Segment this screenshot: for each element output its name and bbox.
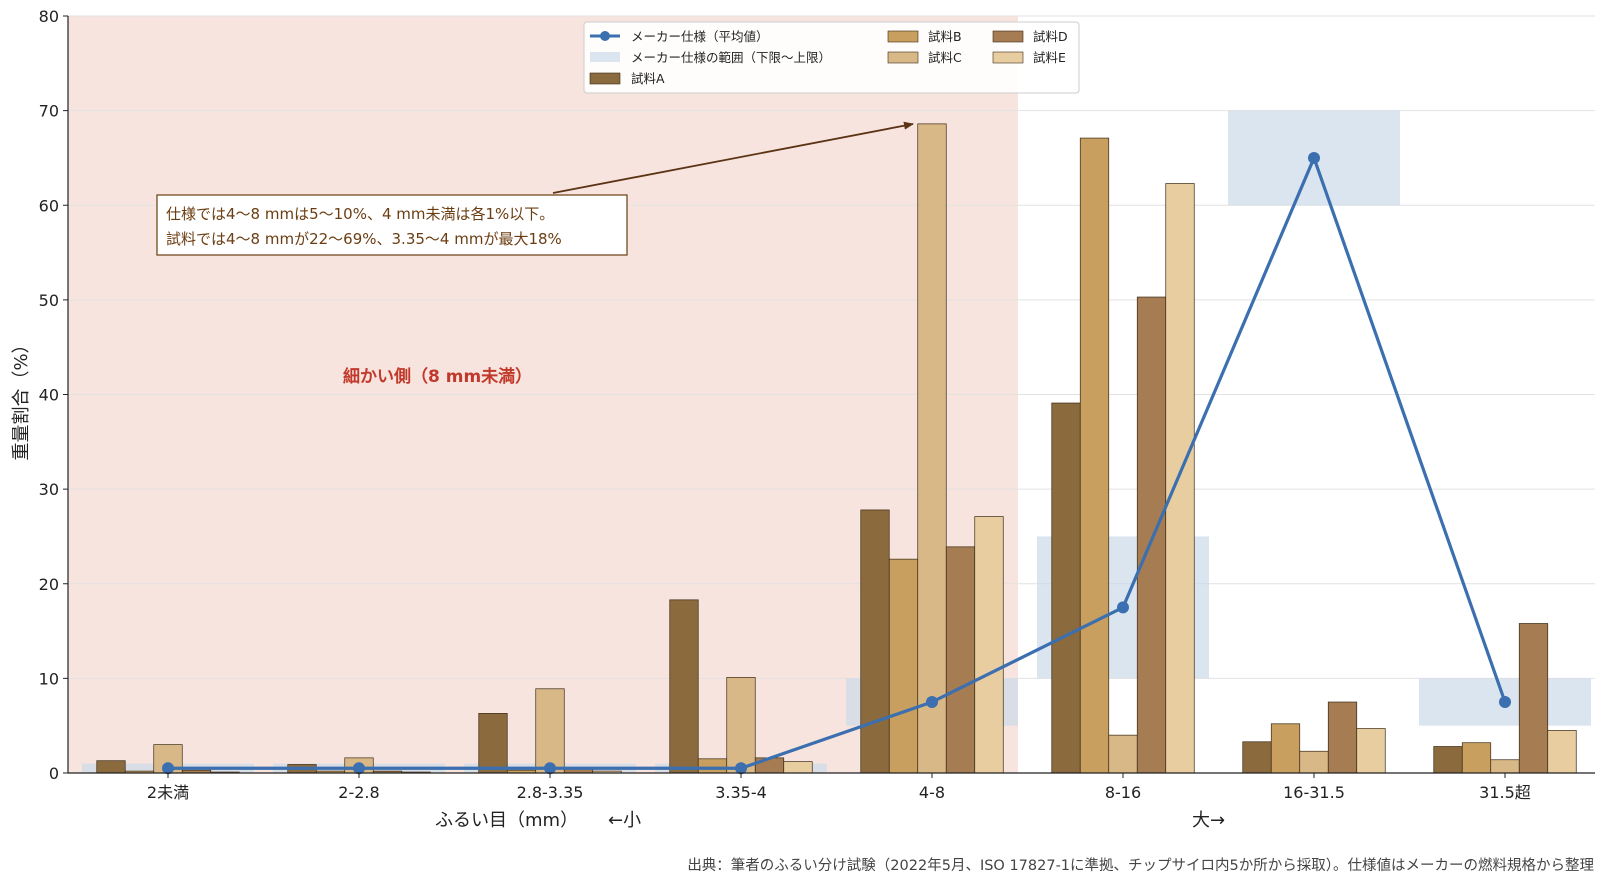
x-tick-labels: 2未満 2-2.8 2.8-3.35 3.35-4 4-8 8-16 16-31.5 31.5… bbox=[147, 773, 1531, 802]
bar-sample-c bbox=[535, 688, 565, 774]
x-tick-label: 16-31.5 bbox=[1283, 783, 1345, 802]
y-tick-label: 80 bbox=[39, 7, 59, 26]
bar-sample-a bbox=[860, 509, 890, 774]
legend-swatch-sample-d bbox=[992, 30, 1024, 43]
x-tick-label: 8-16 bbox=[1105, 783, 1141, 802]
spec-mean-polyline bbox=[168, 153, 1507, 770]
legend-label-sample-a: 試料A bbox=[631, 71, 665, 86]
y-tick-label: 30 bbox=[39, 480, 59, 499]
bar-sample-e bbox=[783, 761, 813, 774]
x-tick-label: 2-2.8 bbox=[338, 783, 379, 802]
y-axis-title: 重量割合（%） bbox=[11, 335, 32, 460]
legend-label-sample-b: 試料B bbox=[928, 29, 962, 44]
bar-sample-c bbox=[917, 123, 947, 774]
legend-label-sample-e: 試料E bbox=[1033, 50, 1066, 65]
y-tick-label: 60 bbox=[39, 196, 59, 215]
y-tick-label: 40 bbox=[39, 386, 59, 405]
legend-label-spec-mean: メーカー仕様（平均値） bbox=[631, 29, 769, 44]
x-tick-label: 3.35-4 bbox=[715, 783, 767, 802]
x-tick-label: 2.8-3.35 bbox=[517, 783, 584, 802]
legend-box bbox=[583, 21, 1080, 94]
bar-sample-d bbox=[1518, 623, 1549, 774]
bar-sample-d bbox=[1327, 701, 1358, 774]
y-tick-label: 0 bbox=[49, 764, 59, 783]
x-axis-title: ふるい目（mm） bbox=[435, 810, 578, 831]
spec-mean-point bbox=[1117, 601, 1129, 614]
spec-mean-point bbox=[735, 762, 747, 775]
bar-sample-a bbox=[96, 760, 126, 774]
bar-sample-c bbox=[1299, 750, 1329, 774]
spec-mean-point bbox=[353, 762, 365, 775]
annotation-box bbox=[156, 194, 628, 256]
y-tick-label: 50 bbox=[39, 291, 59, 310]
legend-marker-spec-mean bbox=[600, 31, 610, 41]
x-tick-label: 4-8 bbox=[919, 783, 945, 802]
annotation-line-2: 試料では4〜8 mmが22〜69%、3.35〜4 mmが最大18% bbox=[166, 230, 562, 248]
bar-sample-c bbox=[726, 677, 756, 774]
bar-sample-b bbox=[697, 758, 728, 774]
fine-region-label: 細かい側（8 mm未満） bbox=[343, 366, 532, 387]
bar-sample-d bbox=[945, 546, 976, 774]
spec-mean-point bbox=[926, 696, 938, 709]
bar-sample-b bbox=[888, 558, 919, 774]
bar-sample-e bbox=[974, 516, 1004, 774]
bar-sample-e bbox=[1165, 183, 1195, 774]
legend-label-sample-d: 試料D bbox=[1033, 29, 1068, 44]
spec-mean-point bbox=[1499, 696, 1511, 709]
bar-sample-e bbox=[1356, 728, 1386, 774]
bar-sample-d bbox=[1136, 296, 1167, 774]
bar-sample-b bbox=[1079, 137, 1110, 774]
bar-sample-a bbox=[478, 713, 508, 774]
spec-mean-point bbox=[162, 762, 174, 775]
x-tick-label: 31.5超 bbox=[1479, 783, 1531, 802]
bar-sample-e bbox=[1547, 730, 1577, 774]
annotation: 仕様では4〜8 mmは5〜10%、4 mm未満は各1%以下。 試料では4〜8 m… bbox=[156, 121, 914, 256]
spec-mean-point bbox=[544, 762, 556, 775]
bar-sample-a bbox=[1242, 741, 1272, 774]
legend-swatch-sample-a bbox=[589, 72, 621, 85]
annotation-arrow bbox=[552, 121, 914, 194]
source-note: 出典：筆者のふるい分け試験（2022年5月、ISO 17827-1に準拠、チップ… bbox=[687, 856, 1594, 874]
legend-swatch-sample-c bbox=[887, 51, 919, 64]
y-tick-label: 10 bbox=[39, 669, 59, 688]
bar-sample-c bbox=[1490, 759, 1520, 774]
size-hint-small: ←小 bbox=[608, 810, 641, 831]
annotation-line-1: 仕様では4〜8 mmは5〜10%、4 mm未満は各1%以下。 bbox=[166, 205, 554, 223]
spec-mean-point bbox=[1308, 151, 1320, 164]
legend-swatch-spec-range bbox=[590, 52, 620, 62]
legend-label-sample-c: 試料C bbox=[928, 50, 962, 65]
bar-sample-b bbox=[1461, 742, 1492, 774]
bar-sample-a bbox=[1051, 402, 1081, 774]
size-hint-large: 大→ bbox=[1192, 810, 1225, 831]
bar-sample-d bbox=[754, 757, 785, 774]
legend-swatch-sample-e bbox=[992, 51, 1024, 64]
bar-sample-c bbox=[1108, 734, 1138, 774]
y-tick-label: 70 bbox=[39, 102, 59, 121]
bar-sample-a bbox=[1433, 746, 1463, 774]
spec-mean-line bbox=[162, 151, 1511, 775]
y-tick-labels: 0 10 20 30 40 50 60 70 80 bbox=[39, 7, 68, 783]
x-tick-label: 2未満 bbox=[147, 783, 189, 802]
legend-swatch-sample-b bbox=[887, 30, 919, 43]
legend-label-spec-range: メーカー仕様の範囲（下限〜上限） bbox=[631, 50, 831, 65]
legend: メーカー仕様（平均値） メーカー仕様の範囲（下限〜上限） 試料A 試料B 試料C… bbox=[583, 21, 1080, 94]
bar-sample-b bbox=[1270, 723, 1301, 774]
y-tick-label: 20 bbox=[39, 575, 59, 594]
bar-sample-a bbox=[669, 599, 699, 774]
